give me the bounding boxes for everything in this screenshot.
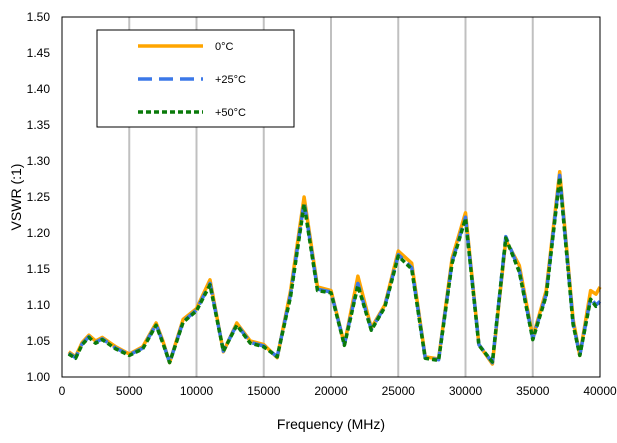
y-tick-label: 1.35 [27,118,51,132]
x-tick-label: 0 [59,384,66,398]
y-tick-label: 1.15 [27,262,51,276]
y-tick-label: 1.40 [27,82,51,96]
x-tick-label: 20000 [314,384,348,398]
x-tick-label: 25000 [382,384,416,398]
legend: 0°C +25°C +50°C [96,29,295,128]
series-lines [67,170,602,366]
y-axis-label: VSWR (:1) [8,164,24,231]
y-tick-label: 1.20 [27,226,51,240]
x-axis-label: Frequency (MHz) [277,416,385,432]
legend-label: +50°C [215,107,246,119]
x-tick-label: 10000 [180,384,214,398]
x-tick-label: 5000 [116,384,143,398]
legend-label: +25°C [215,74,246,86]
y-tick-label: 1.00 [27,370,51,384]
plot-area-frame [61,16,601,378]
y-tick-label: 1.10 [27,298,51,312]
y-axis-tick-labels: 1.00 1.05 1.10 1.15 1.20 1.25 1.30 1.35 1.40 1.45… [27,10,51,384]
y-tick-label: 1.45 [27,46,51,60]
y-tick-label: 1.50 [27,10,51,24]
x-tick-label: 35000 [516,384,550,398]
series-line-2 [67,175,601,365]
x-tick-label: 15000 [247,384,281,398]
series-line-1 [67,173,602,365]
y-tick-label: 1.30 [27,154,51,168]
x-axis-tick-labels: 0 5000 10000 15000 20000 25000 30000 35000 40000 [59,384,617,398]
y-tick-label: 1.25 [27,190,51,204]
y-tick-label: 1.05 [27,334,51,348]
x-tick-label: 30000 [449,384,483,398]
legend-label: 0°C [215,41,234,53]
x-tick-label: 40000 [583,384,617,398]
